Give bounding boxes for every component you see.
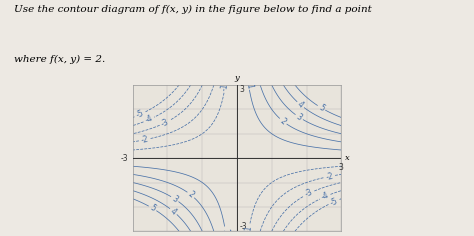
Text: -1: -1	[244, 225, 254, 234]
Text: y: y	[235, 74, 239, 82]
Text: -3: -3	[160, 117, 170, 129]
Text: -2: -2	[140, 135, 149, 145]
Text: -4: -4	[320, 191, 330, 202]
Text: -3: -3	[304, 188, 314, 199]
Text: 3: 3	[339, 163, 344, 172]
Text: -5: -5	[329, 196, 339, 207]
Text: 3: 3	[170, 194, 179, 204]
Text: 4: 4	[296, 100, 305, 110]
Text: 5: 5	[317, 103, 326, 113]
Text: -1: -1	[220, 83, 230, 92]
Text: x: x	[346, 154, 350, 162]
Text: 3: 3	[295, 112, 304, 122]
Text: 1: 1	[244, 82, 254, 88]
Text: 5: 5	[148, 203, 157, 213]
Text: 4: 4	[169, 206, 178, 216]
Text: -3: -3	[240, 222, 247, 231]
Text: -3: -3	[121, 154, 128, 163]
Text: 2: 2	[278, 116, 288, 126]
Text: -2: -2	[325, 171, 334, 182]
Text: 1: 1	[220, 228, 230, 234]
Text: 2: 2	[186, 190, 196, 200]
Text: -4: -4	[144, 114, 154, 125]
Text: where f(x, y) = 2.: where f(x, y) = 2.	[14, 55, 105, 64]
Text: -5: -5	[135, 109, 145, 120]
Text: 3: 3	[240, 85, 245, 94]
Text: Use the contour diagram of f(x, y) in the figure below to find a point: Use the contour diagram of f(x, y) in th…	[14, 5, 372, 14]
